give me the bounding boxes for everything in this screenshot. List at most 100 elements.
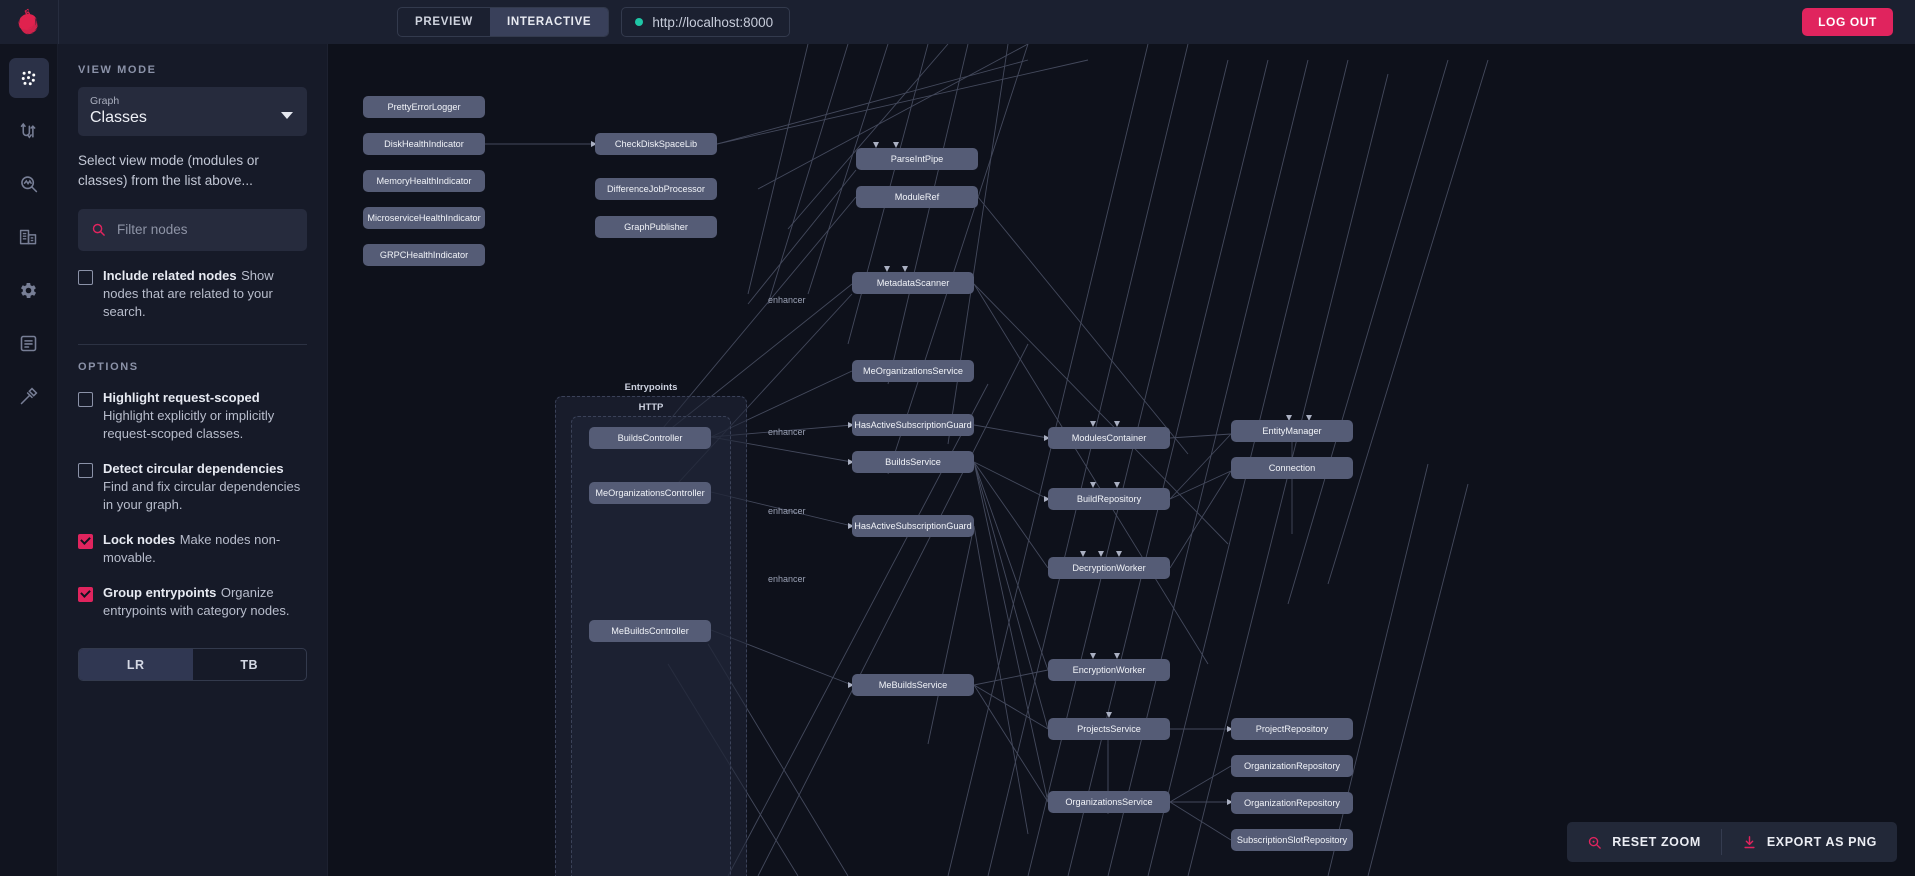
lock-nodes-checkbox[interactable] <box>78 533 93 549</box>
graph-node[interactable]: MeBuildsService <box>852 674 974 696</box>
routes-icon <box>20 122 36 138</box>
graph-icon <box>21 70 36 85</box>
graph-node[interactable]: ModuleRef <box>856 186 978 208</box>
layout-direction-toggle: LR TB <box>78 648 307 682</box>
graph-mode-select[interactable]: Graph Classes <box>78 87 307 136</box>
graph-node[interactable]: MicroserviceHealthIndicator <box>363 207 485 229</box>
graph-node[interactable]: ProjectRepository <box>1231 718 1353 740</box>
graph-canvas[interactable]: Entrypoints HTTP PrettyErrorLogger DiskHea… <box>328 44 1915 876</box>
edge-label: enhancer <box>768 295 806 305</box>
url-text: http://localhost:8000 <box>652 14 774 30</box>
gear-icon <box>20 282 37 298</box>
modules-icon <box>19 229 37 244</box>
graph-node[interactable]: GRPCHealthIndicator <box>363 244 485 266</box>
download-icon <box>1744 835 1755 848</box>
graph-node[interactable]: OrganizationRepository <box>1231 792 1353 814</box>
graph-node[interactable]: MemoryHealthIndicator <box>363 170 485 192</box>
sidebar-panel: VIEW MODE Graph Classes Select view mode… <box>58 44 328 876</box>
graph-node[interactable]: MeBuildsController <box>589 620 711 642</box>
graph-node[interactable]: HasActiveSubscriptionGuard <box>852 414 974 436</box>
rail-item-tools[interactable] <box>9 376 49 416</box>
graph-node[interactable]: OrganizationsService <box>1048 791 1170 813</box>
toolbar-separator <box>1720 829 1722 855</box>
graph-node[interactable]: BuildsController <box>589 427 711 449</box>
group-entrypoints-desc: Organize entrypoints with category nodes… <box>103 584 290 619</box>
tools-icon <box>20 387 38 404</box>
graph-node[interactable]: DecryptionWorker <box>1048 557 1170 579</box>
include-related-title: Include related nodes <box>103 267 237 283</box>
group-label: HTTP <box>638 402 664 413</box>
rail-item-logs[interactable] <box>9 323 49 363</box>
view-mode-hint: Select view mode (modules or classes) fr… <box>78 153 259 189</box>
reset-zoom-label: RESET ZOOM <box>1612 835 1701 849</box>
topbar-right: LOG OUT <box>1802 8 1915 36</box>
nestjs-logo-icon <box>18 8 38 35</box>
option-include-related[interactable]: Include related nodes Show nodes that ar… <box>78 267 307 322</box>
graph-node[interactable]: DifferenceJobProcessor <box>595 178 717 200</box>
include-related-checkbox[interactable] <box>78 269 93 285</box>
graph-node[interactable]: ModulesContainer <box>1048 427 1170 449</box>
edge-label: enhancer <box>768 506 806 516</box>
include-related-desc: Show nodes that are related to your sear… <box>103 267 274 320</box>
graph-node[interactable]: EntityManager <box>1231 420 1353 442</box>
graph-node[interactable]: OrganizationRepository <box>1231 755 1353 777</box>
direction-lr-button[interactable]: LR <box>79 649 193 681</box>
graph-node[interactable]: PrettyErrorLogger <box>363 96 485 118</box>
zoom-reset-icon <box>1589 836 1602 849</box>
detect-circular-desc: Find and fix circular dependencies in yo… <box>103 478 301 513</box>
view-tabs: PREVIEW INTERACTIVE <box>397 7 610 37</box>
graph-node[interactable]: ProjectsService <box>1048 718 1170 740</box>
option-lock-nodes[interactable]: Lock nodes Make nodes non-movable. <box>78 531 307 568</box>
option-highlight-request-scoped[interactable]: Highlight request-scoped Highlight expli… <box>78 389 307 444</box>
rail-item-routes[interactable] <box>9 111 49 151</box>
graph-node[interactable]: Connection <box>1231 457 1353 479</box>
rail-item-modules[interactable] <box>9 217 49 257</box>
topbar-divider <box>58 0 59 44</box>
options-title: OPTIONS <box>78 360 139 373</box>
graph-node[interactable]: MetadataScanner <box>852 272 974 294</box>
filter-nodes-box[interactable] <box>78 208 307 251</box>
graph-node[interactable]: CheckDiskSpaceLib <box>595 133 717 155</box>
app-logo[interactable] <box>0 0 58 44</box>
graph-node[interactable]: BuildRepository <box>1048 488 1170 510</box>
export-png-button[interactable]: EXPORT AS PNG <box>1722 822 1897 862</box>
graph-node[interactable]: ParseIntPipe <box>856 148 978 170</box>
graph-node[interactable]: MeOrganizationsService <box>852 360 974 382</box>
tab-interactive[interactable]: INTERACTIVE <box>489 8 609 36</box>
direction-tb-button[interactable]: TB <box>193 649 307 680</box>
graph-node[interactable]: MeOrganizationsController <box>589 482 711 504</box>
top-bar: PREVIEW INTERACTIVE http://localhost:800… <box>0 0 1915 44</box>
graph-node[interactable]: BuildsService <box>852 451 974 473</box>
icon-rail <box>0 44 58 876</box>
search-icon <box>92 223 105 236</box>
option-detect-circular[interactable]: Detect circular dependencies Find and fi… <box>78 460 307 515</box>
body: VIEW MODE Graph Classes Select view mode… <box>0 44 1915 876</box>
logout-button[interactable]: LOG OUT <box>1802 8 1893 36</box>
logs-icon <box>20 335 37 351</box>
graph-node[interactable]: DiskHealthIndicator <box>363 133 485 155</box>
sidebar-divider <box>78 343 307 345</box>
graph-node[interactable]: SubscriptionSlotRepository <box>1231 829 1353 851</box>
graph-node[interactable]: GraphPublisher <box>595 216 717 238</box>
detect-circular-title: Detect circular dependencies <box>103 460 284 476</box>
url-indicator[interactable]: http://localhost:8000 <box>621 7 791 37</box>
edge-label: enhancer <box>768 427 806 437</box>
highlight-request-scoped-checkbox[interactable] <box>78 391 93 407</box>
reset-zoom-button[interactable]: RESET ZOOM <box>1567 822 1721 862</box>
graph-node[interactable]: HasActiveSubscriptionGuard <box>852 515 974 537</box>
graph-node[interactable]: EncryptionWorker <box>1048 659 1170 681</box>
tab-preview[interactable]: PREVIEW <box>398 8 490 36</box>
detect-circular-checkbox[interactable] <box>78 462 93 478</box>
include-related-text: Include related nodes Show nodes that ar… <box>103 267 307 322</box>
lock-nodes-title: Lock nodes <box>103 531 176 547</box>
canvas-toolbar: RESET ZOOM EXPORT AS PNG <box>1567 822 1897 862</box>
rail-item-graph[interactable] <box>8 58 49 98</box>
export-png-label: EXPORT AS PNG <box>1766 835 1877 849</box>
option-group-entrypoints[interactable]: Group entrypoints Organize entrypoints w… <box>78 584 307 621</box>
view-mode-title: VIEW MODE <box>78 64 157 76</box>
filter-nodes-input[interactable] <box>117 222 294 237</box>
rail-item-settings[interactable] <box>9 270 49 310</box>
group-entrypoints-checkbox[interactable] <box>78 586 93 602</box>
rail-item-analysis[interactable] <box>9 164 49 204</box>
